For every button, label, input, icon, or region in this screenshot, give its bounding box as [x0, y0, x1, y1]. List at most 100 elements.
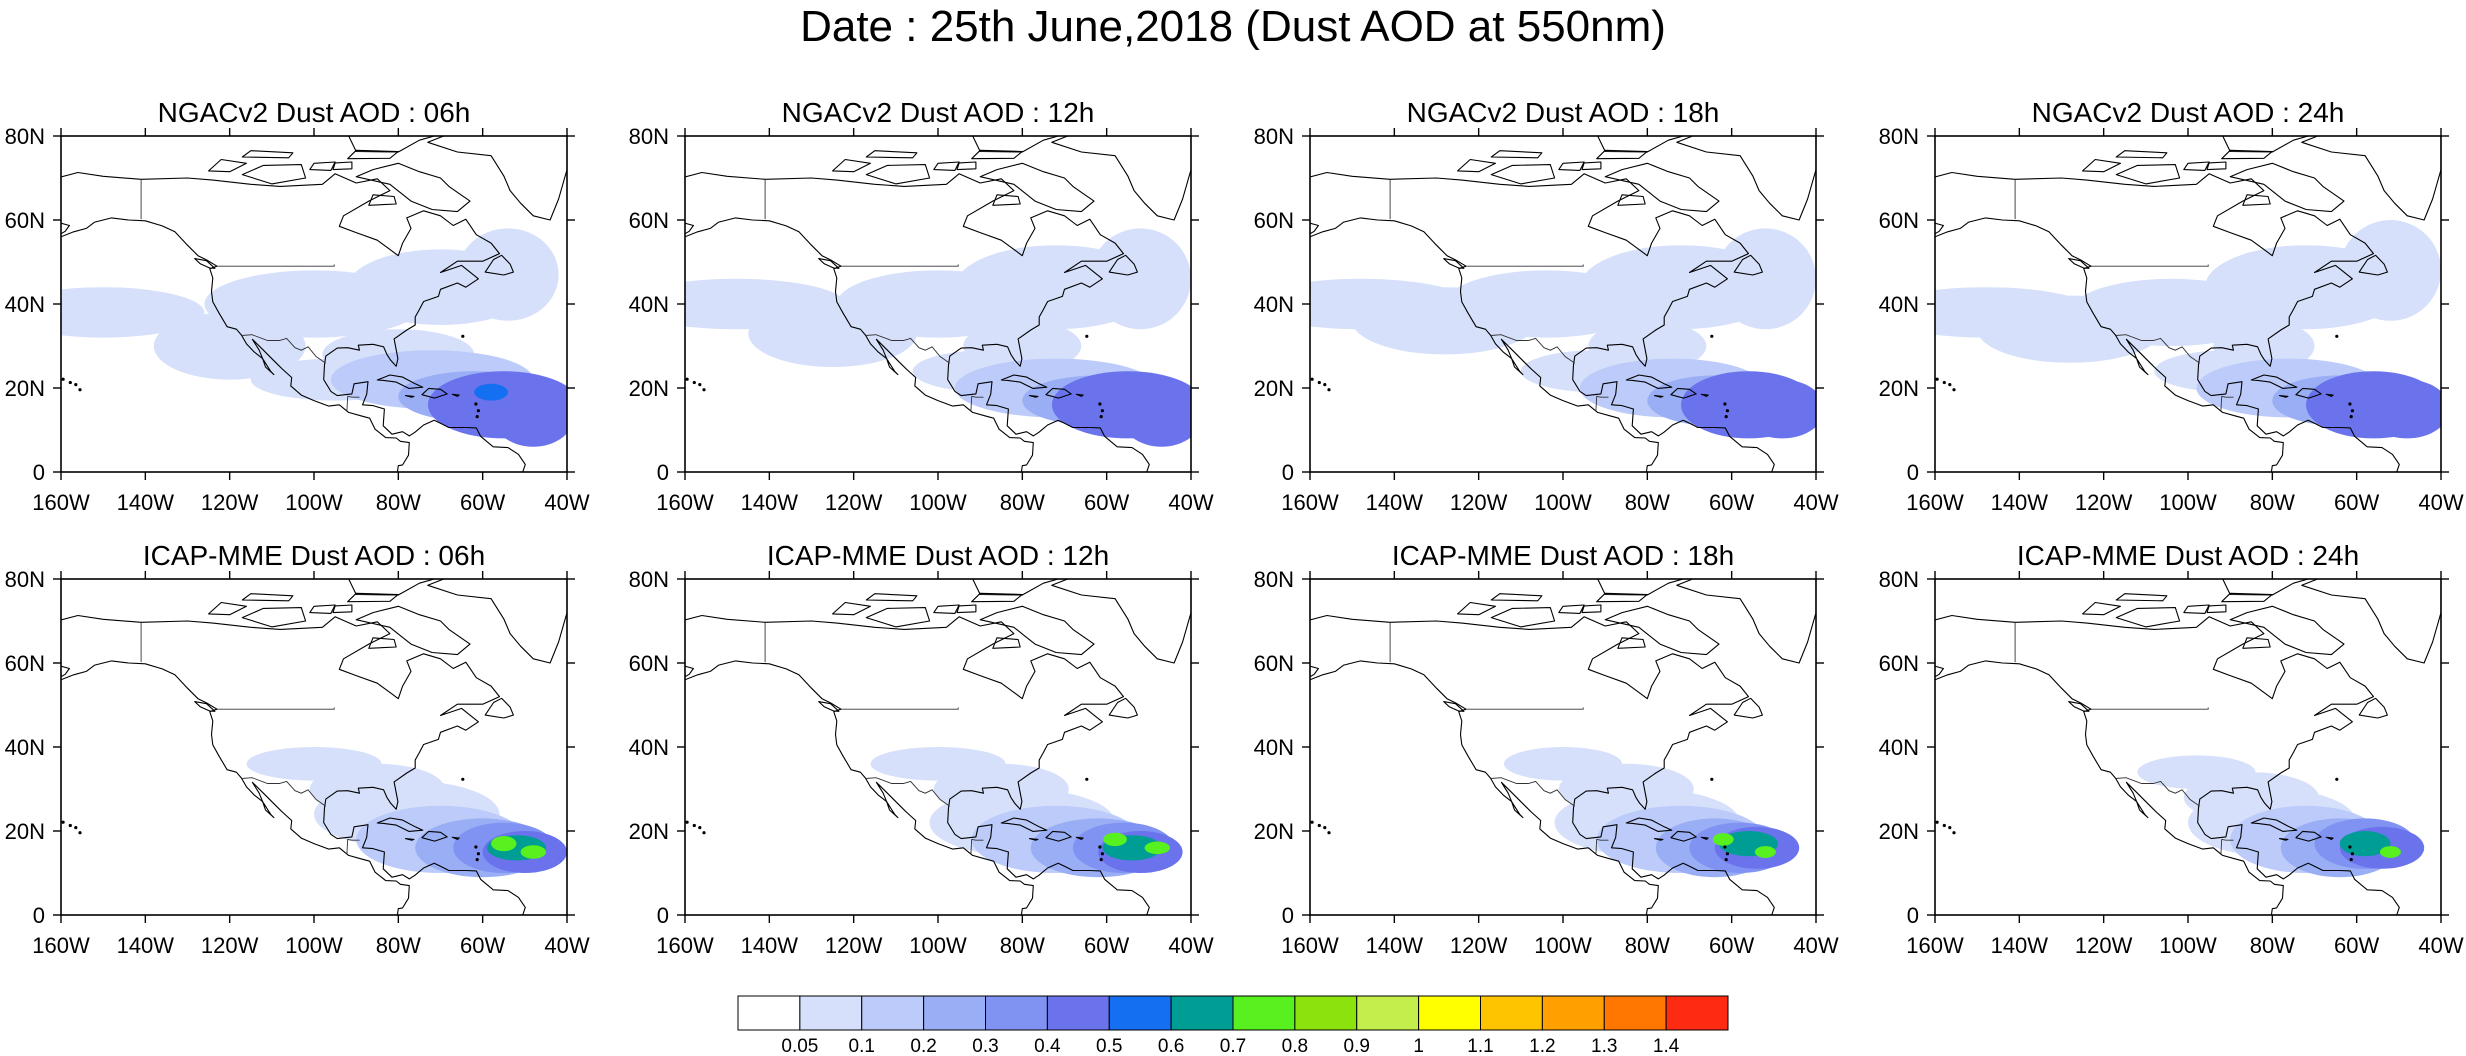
- colorbar-label: 0.3: [972, 1036, 998, 1056]
- lat-tick-label: 0: [1282, 903, 1294, 928]
- lat-tick-label: 20N: [1879, 376, 1919, 401]
- lon-tick-label: 120W: [1450, 490, 1508, 515]
- aod-blob: [1740, 379, 1816, 439]
- lon-tick-label: 140W: [741, 933, 799, 958]
- lat-tick-label: 0: [33, 903, 45, 928]
- lat-tick-label: 40N: [1254, 735, 1294, 760]
- lon-tick-label: 40W: [1793, 490, 1838, 515]
- dust-aod-field: [1310, 228, 1816, 439]
- lon-tick-label: 140W: [1991, 490, 2049, 515]
- panel-title: ICAP-MME Dust AOD : 24h: [2017, 540, 2359, 571]
- colorbar-label: 0.7: [1220, 1036, 1246, 1056]
- lat-tick-label: 40N: [1879, 735, 1919, 760]
- lon-tick-label: 160W: [1906, 490, 1964, 515]
- aod-blob: [491, 379, 567, 447]
- lon-tick-label: 40W: [1793, 933, 1838, 958]
- dust-aod-field: [1935, 220, 2441, 439]
- dust-aod-field: [61, 228, 567, 447]
- lat-tick-label: 20N: [1879, 819, 1919, 844]
- colorbar-swatch: [1232, 995, 1296, 1031]
- lat-tick-label: 80N: [1879, 567, 1919, 592]
- colorbar-swatch: [1665, 995, 1729, 1031]
- map-panel-1-2: NGACv2 Dust AOD : 12h 160W 140W 120W 100W 80W…: [629, 97, 1214, 515]
- lon-tick-label: 60W: [2334, 933, 2379, 958]
- lat-tick-label: 80N: [5, 124, 45, 149]
- lat-tick-label: 80N: [629, 124, 669, 149]
- colorbar-label: 0.9: [1344, 1036, 1370, 1056]
- map-panel-1-4: NGACv2 Dust AOD : 24h 160W 140W 120W 100W 80W…: [1879, 97, 2464, 515]
- aod-blob: [1588, 320, 1707, 372]
- lon-tick-label: 100W: [2159, 933, 2217, 958]
- lon-tick-label: 160W: [656, 490, 714, 515]
- panel-title: ICAP-MME Dust AOD : 06h: [143, 540, 485, 571]
- coastlines: [1310, 579, 1816, 915]
- colorbar-swatch: [1356, 995, 1420, 1031]
- country-borders: [2014, 179, 2234, 412]
- colorbar-label: 0.4: [1034, 1036, 1061, 1056]
- map-panel-1-3: NGACv2 Dust AOD : 18h 160W 140W 120W 100W 80W…: [1254, 97, 1839, 515]
- lon-tick-label: 80W: [2250, 490, 2295, 515]
- lat-tick-label: 80N: [1879, 124, 1919, 149]
- lat-tick-label: 40N: [1879, 292, 1919, 317]
- lon-tick-label: 60W: [1084, 933, 1129, 958]
- lon-tick-label: 60W: [1709, 933, 1754, 958]
- lon-tick-label: 160W: [1281, 490, 1339, 515]
- lon-tick-label: 120W: [201, 490, 259, 515]
- aod-blob: [1089, 228, 1191, 330]
- lat-tick-label: 0: [657, 903, 669, 928]
- colorbar-label: 1: [1413, 1036, 1424, 1056]
- colorbar-swatch: [861, 995, 925, 1031]
- lat-tick-label: 60N: [5, 208, 45, 233]
- map-panel-2-1: ICAP-MME Dust AOD : 06h 160W 140W 120W 100W 8…: [5, 540, 590, 958]
- lon-tick-label: 80W: [376, 490, 421, 515]
- colorbar-label: 0.6: [1158, 1036, 1184, 1056]
- lon-tick-label: 60W: [460, 933, 505, 958]
- colorbar-swatch: [799, 995, 863, 1031]
- panel-title: ICAP-MME Dust AOD : 18h: [1392, 540, 1734, 571]
- aod-blob: [2339, 831, 2391, 857]
- lon-tick-label: 60W: [1084, 490, 1129, 515]
- lat-tick-label: 20N: [1254, 819, 1294, 844]
- lat-tick-label: 80N: [1254, 124, 1294, 149]
- colorbar-label: 0.8: [1282, 1036, 1308, 1056]
- lat-tick-label: 40N: [1254, 292, 1294, 317]
- colorbar-swatch: [737, 995, 801, 1031]
- lon-tick-label: 80W: [1625, 490, 1670, 515]
- country-borders: [140, 622, 360, 855]
- lat-tick-label: 40N: [5, 735, 45, 760]
- aod-blob: [474, 383, 508, 401]
- lon-tick-label: 120W: [2075, 490, 2133, 515]
- country-borders: [1389, 179, 1609, 412]
- lat-tick-label: 20N: [629, 376, 669, 401]
- colorbar-swatch: [1170, 995, 1234, 1031]
- aod-blob: [61, 287, 205, 338]
- lon-tick-label: 40W: [1168, 490, 1213, 515]
- coastlines: [1935, 136, 2441, 472]
- lon-tick-label: 140W: [117, 490, 175, 515]
- map-panel-2-4: ICAP-MME Dust AOD : 24h 160W 140W 120W 100W 8…: [1879, 540, 2464, 958]
- lon-tick-label: 160W: [1281, 933, 1339, 958]
- colorbar-label: 0.05: [781, 1036, 818, 1056]
- colorbar-swatch: [1480, 995, 1543, 1031]
- lon-tick-label: 100W: [2159, 490, 2217, 515]
- aod-blob: [491, 836, 517, 852]
- lat-tick-label: 20N: [629, 819, 669, 844]
- aod-blob: [2379, 846, 2401, 858]
- lat-tick-label: 60N: [5, 651, 45, 676]
- map-panel-2-3: ICAP-MME Dust AOD : 18h 160W 140W 120W 100W 8…: [1254, 540, 1839, 958]
- lat-tick-label: 0: [657, 460, 669, 485]
- panel-title: NGACv2 Dust AOD : 18h: [1407, 97, 1720, 128]
- colorbar-swatch: [1046, 995, 1110, 1031]
- lat-tick-label: 0: [33, 460, 45, 485]
- aod-blob: [1103, 832, 1127, 847]
- lon-tick-label: 100W: [285, 933, 343, 958]
- country-borders: [2014, 622, 2234, 855]
- lon-tick-label: 160W: [32, 933, 90, 958]
- lon-tick-label: 80W: [1625, 933, 1670, 958]
- lat-tick-label: 20N: [5, 376, 45, 401]
- lat-tick-label: 40N: [5, 292, 45, 317]
- aod-blob: [1714, 228, 1816, 330]
- colorbar-label: 1.2: [1529, 1036, 1555, 1056]
- lon-tick-label: 40W: [2418, 490, 2463, 515]
